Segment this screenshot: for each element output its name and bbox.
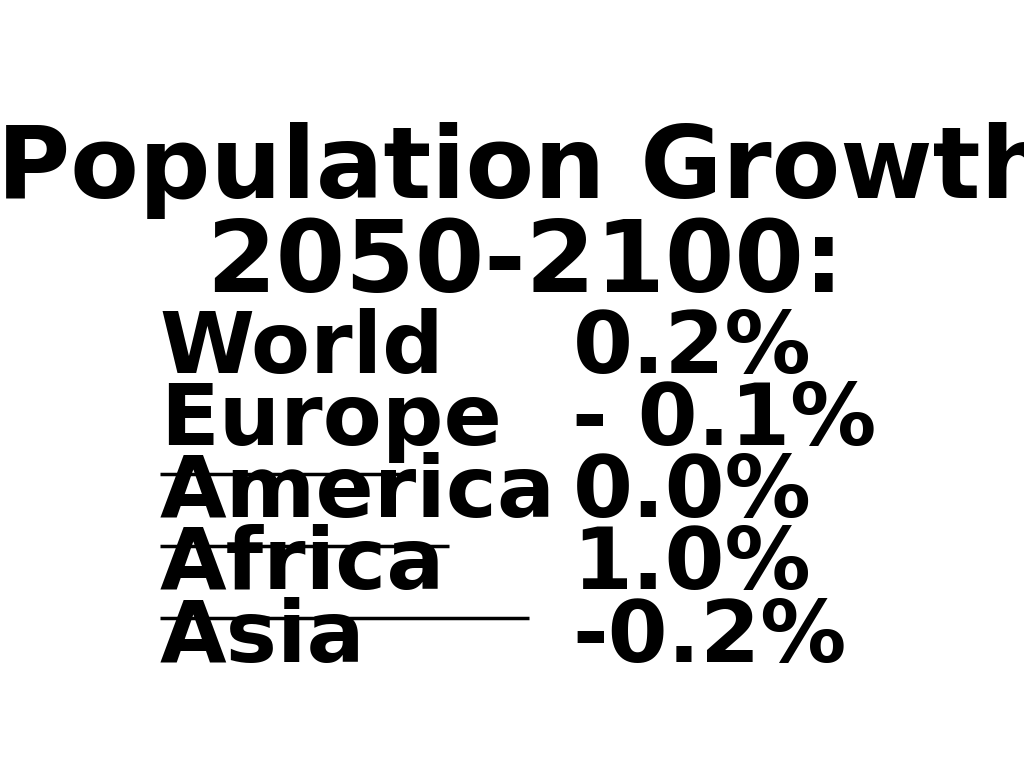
Text: - 0.1%: - 0.1% [572, 380, 877, 463]
Text: Africa: Africa [160, 525, 445, 607]
Text: 0.2%: 0.2% [572, 308, 811, 391]
Text: America: America [160, 452, 556, 535]
Text: -0.2%: -0.2% [572, 597, 847, 680]
Text: 0.0%: 0.0% [572, 452, 811, 535]
Text: 2050-2100:: 2050-2100: [206, 217, 844, 313]
Text: Population Growth: Population Growth [0, 121, 1024, 219]
Text: 1.0%: 1.0% [572, 525, 811, 607]
Text: Europe: Europe [160, 380, 502, 463]
Text: World: World [160, 308, 444, 391]
Text: Asia: Asia [160, 597, 366, 680]
